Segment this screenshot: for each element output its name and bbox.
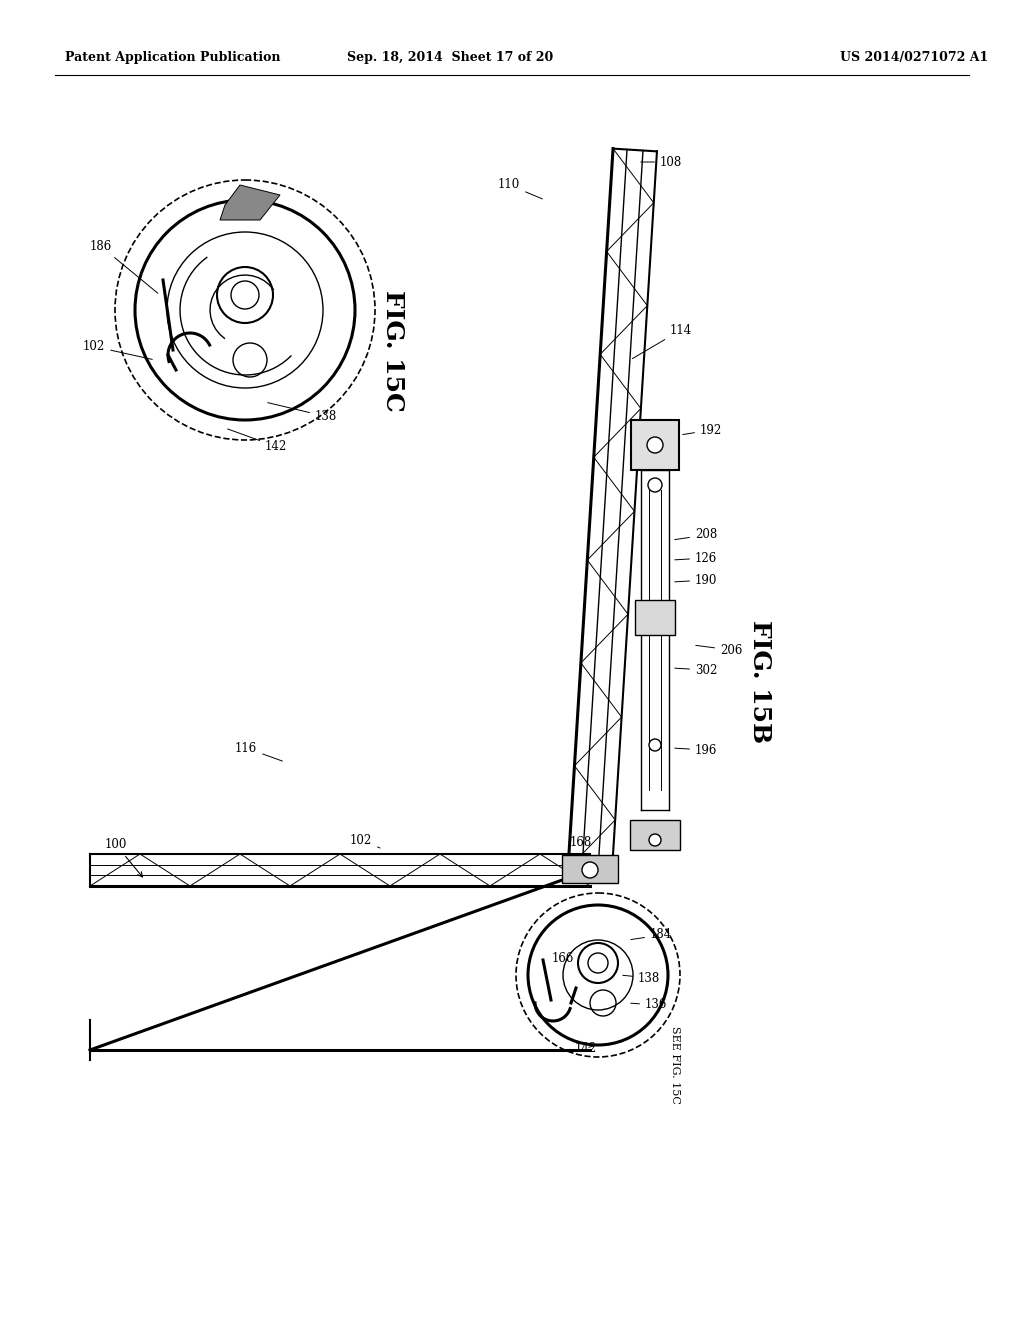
- Circle shape: [649, 739, 662, 751]
- Text: 136: 136: [631, 998, 668, 1011]
- Text: 116: 116: [234, 742, 283, 762]
- Text: 168: 168: [570, 837, 592, 855]
- Text: 184: 184: [631, 928, 672, 941]
- Text: 186: 186: [90, 240, 158, 293]
- Text: 208: 208: [675, 528, 717, 541]
- Text: FIG. 15C: FIG. 15C: [381, 290, 406, 412]
- Bar: [562, 855, 618, 883]
- Text: 102: 102: [350, 833, 380, 847]
- Text: 126: 126: [675, 552, 717, 565]
- Bar: [635, 601, 675, 635]
- Text: FIG. 15B: FIG. 15B: [748, 620, 772, 743]
- Text: 100: 100: [105, 838, 142, 876]
- Text: 114: 114: [633, 323, 692, 359]
- Text: 166: 166: [552, 952, 574, 965]
- Text: 110: 110: [498, 178, 543, 199]
- Bar: [630, 820, 680, 850]
- Text: 196: 196: [675, 743, 718, 756]
- Text: 102: 102: [83, 341, 153, 359]
- Text: 108: 108: [641, 156, 682, 169]
- Circle shape: [647, 437, 663, 453]
- Text: Sep. 18, 2014  Sheet 17 of 20: Sep. 18, 2014 Sheet 17 of 20: [347, 51, 554, 65]
- Text: 206: 206: [695, 644, 742, 656]
- Text: US 2014/0271072 A1: US 2014/0271072 A1: [840, 51, 988, 65]
- Text: 142: 142: [575, 1041, 597, 1055]
- Text: 142: 142: [227, 429, 288, 453]
- Text: 192: 192: [683, 424, 722, 437]
- Circle shape: [649, 834, 662, 846]
- Text: Patent Application Publication: Patent Application Publication: [65, 51, 281, 65]
- Bar: [631, 420, 679, 470]
- Text: 302: 302: [675, 664, 718, 676]
- Text: 138: 138: [267, 403, 337, 422]
- Polygon shape: [220, 185, 280, 220]
- Circle shape: [648, 478, 662, 492]
- Text: SEE FIG. 15C: SEE FIG. 15C: [670, 1026, 680, 1104]
- Circle shape: [582, 862, 598, 878]
- Text: 138: 138: [623, 972, 660, 985]
- Text: 190: 190: [675, 573, 718, 586]
